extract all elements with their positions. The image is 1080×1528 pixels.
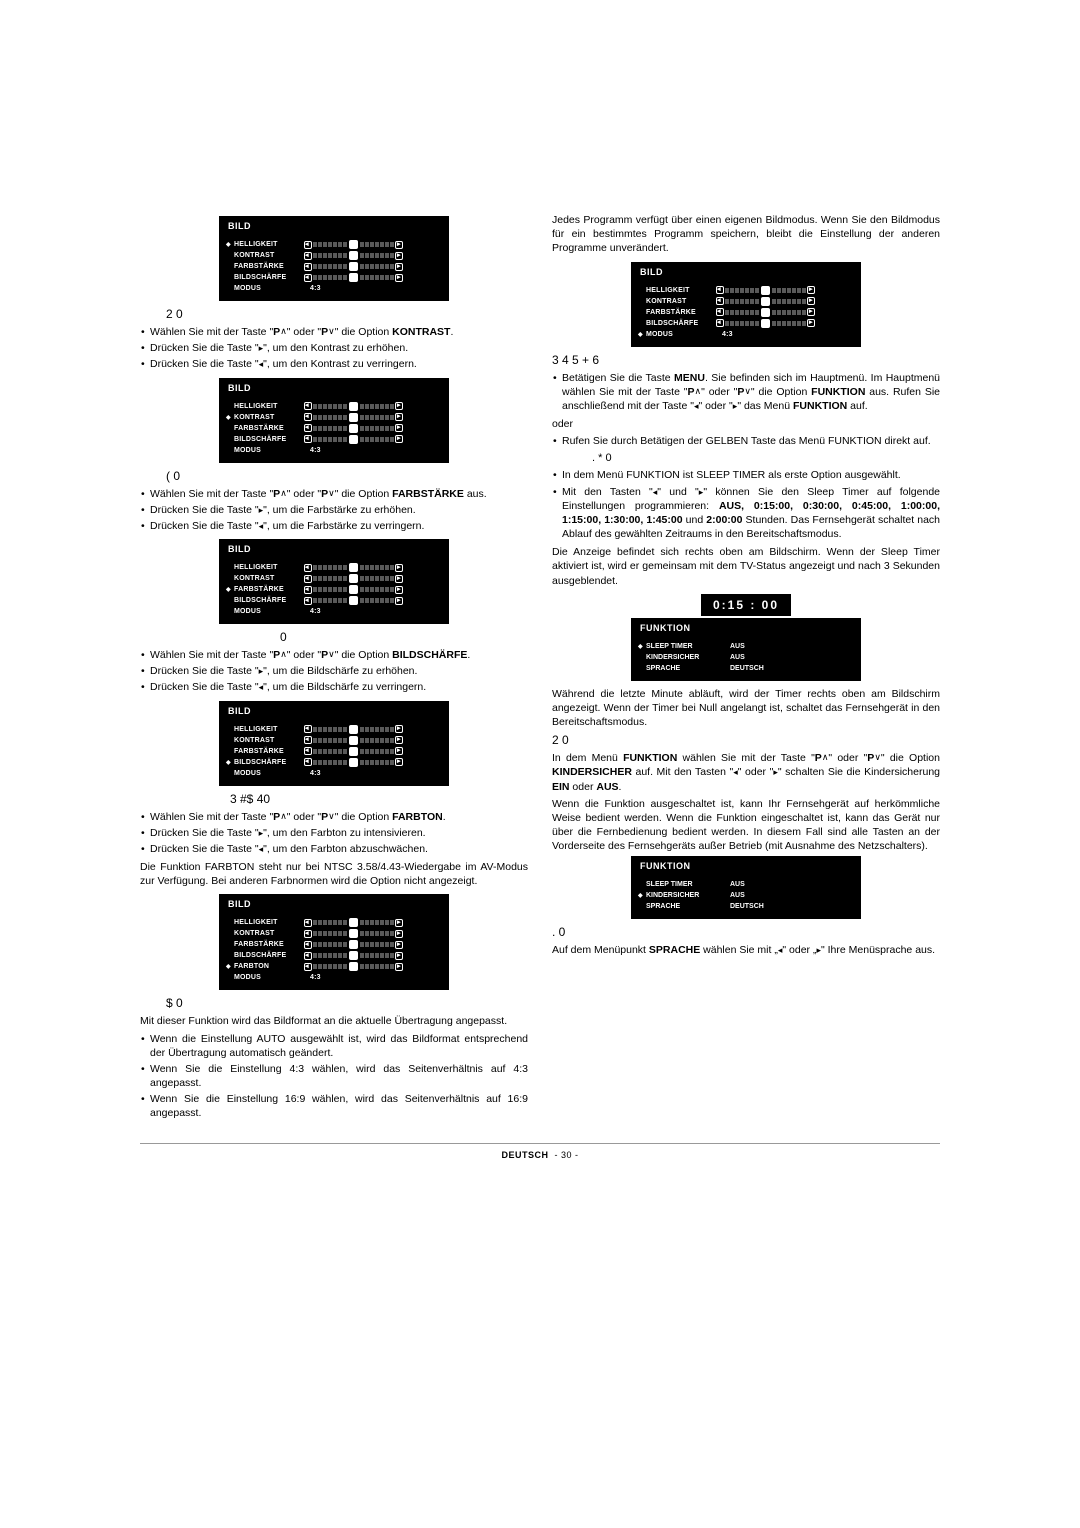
kindersicher-off: Wenn die Funktion ausgeschaltet ist, kan… (552, 797, 940, 854)
section-num: 0 (280, 630, 528, 644)
bullet: Wählen Sie mit der Taste "P" oder "P" di… (140, 325, 528, 339)
modus-intro: Mit dieser Funktion wird das Bildformat … (140, 1014, 528, 1028)
menu-item: MODUS (228, 285, 304, 292)
funktion-menu-1: FUNKTION SLEEP TIMERAUS KINDERSICHERAUS … (631, 618, 861, 681)
menu-body: HELLIGKEIT KONTRAST FARBSTÄRKE BILDSCHÄR… (220, 235, 448, 300)
menu-title: BILD (220, 217, 448, 235)
subsection: . * 0 (592, 452, 940, 464)
modus-value: 4:3 (304, 285, 334, 292)
bullet: In dem Menü FUNKTION ist SLEEP TIMER als… (552, 468, 940, 482)
bullet: Wenn die Einstellung AUTO ausgewählt ist… (140, 1032, 528, 1060)
bild-menu-1: BILD HELLIGKEIT KONTRAST FARBSTÄRKE BILD… (219, 216, 449, 301)
kindersicher-text: In dem Menü FUNKTION wählen Sie mit der … (552, 751, 940, 794)
bullet: Drücken Sie die Taste "", um den Kontras… (140, 357, 528, 371)
menu-item: KONTRAST (228, 252, 304, 259)
bild-menu-3: BILD HELLIGKEIT KONTRAST FARBSTÄRKE BILD… (219, 539, 449, 624)
sleep-last: Während die letzte Minute abläuft, wird … (552, 687, 940, 730)
section-num: 3 #$ 40 (230, 792, 528, 806)
bullet: Rufen Sie durch Betätigen der GELBEN Tas… (552, 434, 940, 448)
section-num: $ 0 (166, 996, 528, 1010)
oder: oder (552, 417, 940, 431)
right-column: Jedes Programm verfügt über einen eigene… (552, 210, 940, 1125)
section-num: ( 0 (166, 469, 528, 483)
menu-item: BILDSCHÄRFE (228, 274, 304, 281)
footer: DEUTSCH - 30 - (140, 1143, 940, 1160)
sleep-disp: Die Anzeige befindet sich rechts oben am… (552, 545, 940, 588)
section-num: 2 0 (552, 733, 940, 747)
bullet: Drücken Sie die Taste "", um die Farbstä… (140, 503, 528, 517)
bild-menu-6: BILD HELLIGKEIT KONTRAST FARBSTÄRKE BILD… (631, 262, 861, 347)
bild-menu-2: BILD HELLIGKEIT KONTRAST FARBSTÄRKE BILD… (219, 378, 449, 463)
slider (304, 240, 440, 249)
section-num: . 0 (552, 925, 940, 939)
bullet: Wenn Sie die Einstellung 4:3 wählen, wir… (140, 1062, 528, 1090)
bullet: Wenn Sie die Einstellung 16:9 wählen, wi… (140, 1092, 528, 1120)
funktion-menu-2: FUNKTION SLEEP TIMERAUS KINDERSICHERAUS … (631, 856, 861, 919)
bullet: Drücken Sie die Taste "", um den Kontras… (140, 341, 528, 355)
menu-item: HELLIGKEIT (228, 241, 304, 248)
section-num: 3 4 5 + 6 (552, 353, 940, 367)
bullet: Wählen Sie mit der Taste "P" oder "P" di… (140, 810, 528, 824)
bullet: Drücken Sie die Taste "", um die Bildsch… (140, 680, 528, 694)
bullet: Wählen Sie mit der Taste "P" oder "P" di… (140, 648, 528, 662)
bullet: Betätigen Sie die Taste MENU. Sie befind… (552, 371, 940, 414)
bild-menu-5: BILD HELLIGKEIT KONTRAST FARBSTÄRKE BILD… (219, 894, 449, 990)
bullet: Drücken Sie die Taste "", um die Bildsch… (140, 664, 528, 678)
bullet: Drücken Sie die Taste "", um den Farbton… (140, 826, 528, 840)
bullet: Mit den Tasten "" und "" können Sie den … (552, 485, 940, 542)
timer-display: 0:15 : 00 (701, 594, 791, 616)
bild-menu-4: BILD HELLIGKEIT KONTRAST FARBSTÄRKE BILD… (219, 701, 449, 786)
columns: BILD HELLIGKEIT KONTRAST FARBSTÄRKE BILD… (140, 210, 940, 1125)
sprache-text: Auf dem Menüpunkt SPRACHE wählen Sie mit… (552, 943, 940, 957)
left-column: BILD HELLIGKEIT KONTRAST FARBSTÄRKE BILD… (140, 210, 528, 1125)
bullet: Drücken Sie die Taste "", um den Farbton… (140, 842, 528, 856)
bullet: Drücken Sie die Taste "", um die Farbstä… (140, 519, 528, 533)
farbton-note: Die Funktion FARBTON steht nur bei NTSC … (140, 860, 528, 888)
bullet: Wählen Sie mit der Taste "P" oder "P" di… (140, 487, 528, 501)
page: BILD HELLIGKEIT KONTRAST FARBSTÄRKE BILD… (0, 0, 1080, 1220)
section-num: 2 0 (166, 307, 528, 321)
right-intro: Jedes Programm verfügt über einen eigene… (552, 213, 940, 256)
menu-item: FARBSTÄRKE (228, 263, 304, 270)
